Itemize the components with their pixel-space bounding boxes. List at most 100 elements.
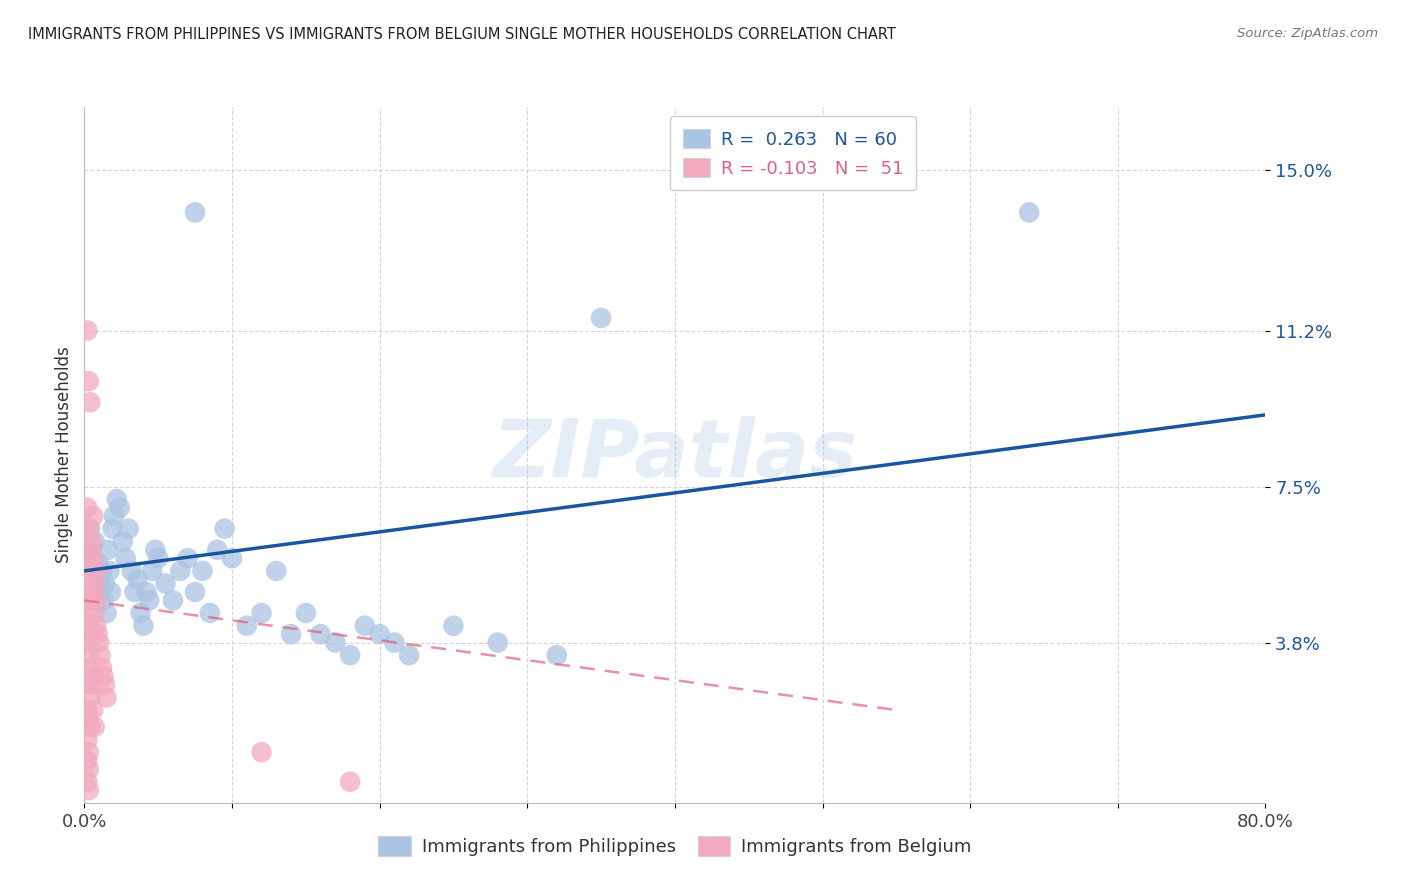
Point	[77, 564, 100, 578]
Point	[546, 648, 568, 663]
Point	[86, 556, 108, 570]
Point	[83, 720, 105, 734]
Point	[91, 564, 114, 578]
Point	[96, 690, 118, 705]
Point	[76, 551, 98, 566]
Point	[250, 745, 273, 759]
Point	[97, 542, 120, 557]
Point	[90, 585, 112, 599]
Point	[79, 522, 101, 536]
Point	[96, 606, 118, 620]
Point	[79, 542, 101, 557]
Point	[79, 690, 101, 705]
Point	[76, 754, 98, 768]
Point	[184, 585, 207, 599]
Point	[121, 564, 143, 578]
Point	[132, 618, 155, 632]
Point	[143, 542, 166, 557]
Point	[1018, 205, 1040, 219]
Point	[368, 627, 391, 641]
Text: Source: ZipAtlas.com: Source: ZipAtlas.com	[1237, 27, 1378, 40]
Point	[155, 576, 177, 591]
Point	[80, 564, 103, 578]
Point	[118, 522, 141, 536]
Point	[84, 564, 107, 578]
Point	[111, 534, 134, 549]
Point	[309, 627, 332, 641]
Point	[148, 551, 170, 566]
Point	[93, 593, 115, 607]
Point	[169, 564, 191, 578]
Point	[87, 576, 111, 591]
Point	[82, 551, 104, 566]
Point	[90, 648, 112, 663]
Point	[83, 576, 105, 591]
Point	[87, 635, 111, 649]
Point	[79, 395, 101, 409]
Point	[93, 669, 115, 683]
Point	[82, 509, 104, 524]
Point	[77, 745, 100, 759]
Point	[124, 585, 146, 599]
Point	[91, 661, 114, 675]
Point	[295, 606, 318, 620]
Point	[205, 542, 228, 557]
Point	[382, 635, 406, 649]
Point	[82, 551, 104, 566]
Point	[105, 492, 128, 507]
Point	[84, 593, 107, 607]
Point	[76, 635, 98, 649]
Point	[129, 606, 152, 620]
Point	[354, 618, 377, 632]
Point	[79, 627, 101, 641]
Point	[591, 310, 613, 325]
Point	[77, 783, 100, 797]
Point	[76, 500, 98, 515]
Point	[191, 564, 214, 578]
Point	[80, 542, 103, 557]
Point	[84, 564, 107, 578]
Point	[77, 678, 100, 692]
Point	[76, 585, 98, 599]
Point	[86, 627, 108, 641]
Point	[235, 618, 259, 632]
Point	[82, 703, 104, 717]
Text: ZIPatlas: ZIPatlas	[492, 416, 858, 494]
Point	[76, 606, 98, 620]
Point	[398, 648, 420, 663]
Point	[221, 551, 243, 566]
Point	[77, 618, 100, 632]
Point	[76, 669, 98, 683]
Point	[77, 762, 100, 776]
Point	[77, 593, 100, 607]
Legend: Immigrants from Philippines, Immigrants from Belgium: Immigrants from Philippines, Immigrants …	[371, 829, 979, 863]
Point	[103, 509, 125, 524]
Point	[77, 374, 100, 388]
Point	[486, 635, 509, 649]
Point	[101, 522, 124, 536]
Point	[79, 661, 101, 675]
Point	[177, 551, 200, 566]
Point	[94, 678, 117, 692]
Point	[98, 564, 121, 578]
Point	[339, 774, 361, 789]
Point	[339, 648, 361, 663]
Point	[77, 648, 100, 663]
Point	[280, 627, 302, 641]
Point	[441, 618, 464, 632]
Point	[108, 500, 131, 515]
Point	[76, 324, 98, 338]
Point	[76, 732, 98, 747]
Point	[127, 572, 149, 586]
Point	[141, 564, 163, 578]
Point	[76, 522, 98, 536]
Point	[214, 522, 236, 536]
Point	[184, 205, 207, 219]
Point	[135, 585, 157, 599]
Y-axis label: Single Mother Households: Single Mother Households	[55, 347, 73, 563]
Point	[83, 534, 105, 549]
Point	[82, 585, 104, 599]
Point	[80, 534, 103, 549]
Point	[114, 551, 136, 566]
Point	[264, 564, 288, 578]
